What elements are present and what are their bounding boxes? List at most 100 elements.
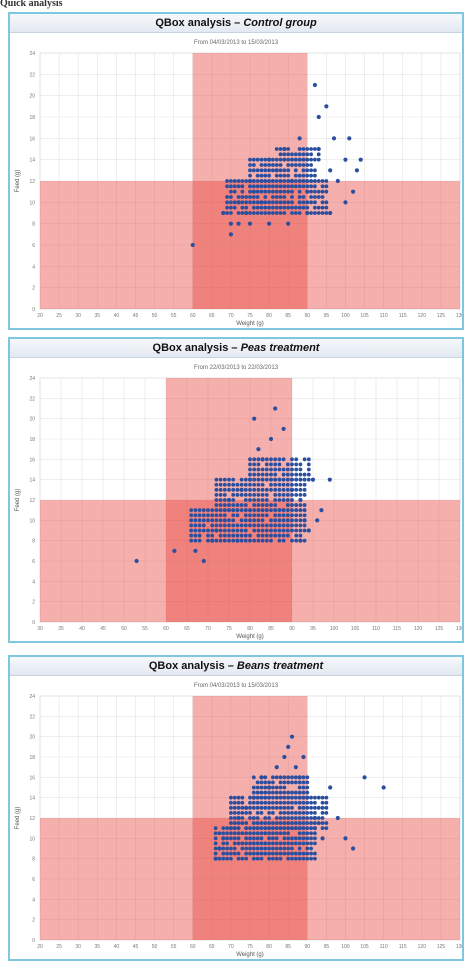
data-point: [301, 173, 306, 178]
data-point: [248, 538, 252, 543]
data-point: [255, 205, 260, 210]
data-point: [267, 163, 271, 167]
x-tick-label: 65: [184, 626, 190, 632]
data-point: [305, 168, 310, 173]
data-point: [235, 508, 240, 513]
data-point: [264, 498, 269, 502]
data-point: [222, 528, 227, 533]
x-tick-label: 105: [360, 944, 369, 950]
data-point: [236, 851, 241, 856]
data-point: [244, 200, 249, 205]
data-point: [210, 508, 215, 513]
data-point: [309, 851, 313, 856]
data-point: [289, 734, 295, 739]
data-point: [297, 831, 302, 836]
x-tick-label: 130: [456, 944, 462, 950]
data-point: [309, 168, 313, 173]
x-tick-label: 20: [37, 944, 43, 950]
data-point: [286, 800, 291, 805]
data-point: [252, 457, 257, 462]
data-point: [286, 775, 291, 780]
data-point: [309, 173, 313, 178]
data-point: [281, 538, 286, 543]
data-point: [273, 513, 278, 518]
data-point: [297, 811, 302, 815]
y-tick-label: 10: [29, 518, 35, 524]
data-point: [290, 795, 294, 800]
data-point: [259, 189, 264, 194]
data-point: [206, 538, 210, 543]
data-point: [301, 184, 306, 189]
data-point: [214, 482, 219, 487]
data-point: [294, 467, 299, 472]
data-point: [305, 173, 310, 178]
data-point: [252, 416, 257, 421]
data-point: [240, 200, 245, 205]
x-tick-label: 85: [268, 626, 274, 632]
data-point: [244, 841, 249, 846]
data-point: [298, 482, 303, 487]
data-point: [305, 152, 310, 157]
data-point: [240, 841, 245, 846]
data-point: [232, 831, 237, 836]
data-point: [268, 436, 274, 442]
data-point: [297, 795, 302, 800]
data-point: [316, 146, 321, 152]
data-point: [213, 851, 218, 856]
data-point: [297, 836, 302, 841]
data-point: [297, 790, 302, 795]
data-point: [312, 82, 318, 88]
data-point: [271, 846, 275, 851]
data-point: [263, 168, 268, 173]
data-point: [243, 523, 248, 528]
data-point: [243, 503, 248, 507]
data-point: [286, 200, 291, 205]
chart-title: QBox analysis – Control group: [10, 14, 462, 33]
y-tick-label: 6: [32, 243, 35, 249]
data-point: [286, 189, 291, 194]
data-point: [271, 795, 275, 800]
data-point: [229, 836, 233, 841]
data-point: [251, 205, 256, 210]
data-point: [248, 189, 252, 194]
data-point: [235, 513, 240, 518]
data-point: [214, 503, 219, 507]
data-point: [206, 533, 210, 538]
data-point: [278, 200, 283, 205]
data-point: [309, 821, 313, 825]
data-point: [218, 487, 223, 492]
data-point: [229, 195, 233, 199]
data-point: [232, 826, 237, 831]
data-point: [286, 790, 291, 795]
x-tick-label: 60: [190, 313, 196, 319]
y-tick-label: 12: [29, 179, 35, 185]
data-point: [282, 152, 287, 157]
data-point: [243, 518, 248, 523]
data-point: [235, 482, 240, 487]
x-tick-label: 70: [205, 626, 211, 632]
data-point: [252, 508, 257, 513]
data-point: [320, 821, 325, 825]
data-point: [189, 528, 194, 533]
data-point: [243, 477, 248, 482]
data-point: [225, 205, 229, 210]
data-point: [278, 163, 283, 167]
data-point: [264, 467, 269, 472]
data-point: [282, 811, 287, 815]
data-point: [290, 518, 294, 523]
x-tick-label: 120: [418, 313, 427, 319]
data-point: [271, 790, 275, 795]
data-point: [267, 841, 271, 846]
data-point: [206, 513, 210, 518]
chart-subtitle: From 22/03/2013 to 22/03/2013: [194, 365, 279, 371]
data-point: [301, 163, 306, 167]
data-point: [271, 184, 275, 189]
data-point: [193, 533, 198, 538]
data-point: [236, 831, 241, 836]
data-point: [286, 157, 291, 162]
data-point: [269, 472, 273, 477]
data-point: [302, 457, 307, 462]
data-point: [293, 168, 298, 173]
data-point: [239, 528, 244, 533]
